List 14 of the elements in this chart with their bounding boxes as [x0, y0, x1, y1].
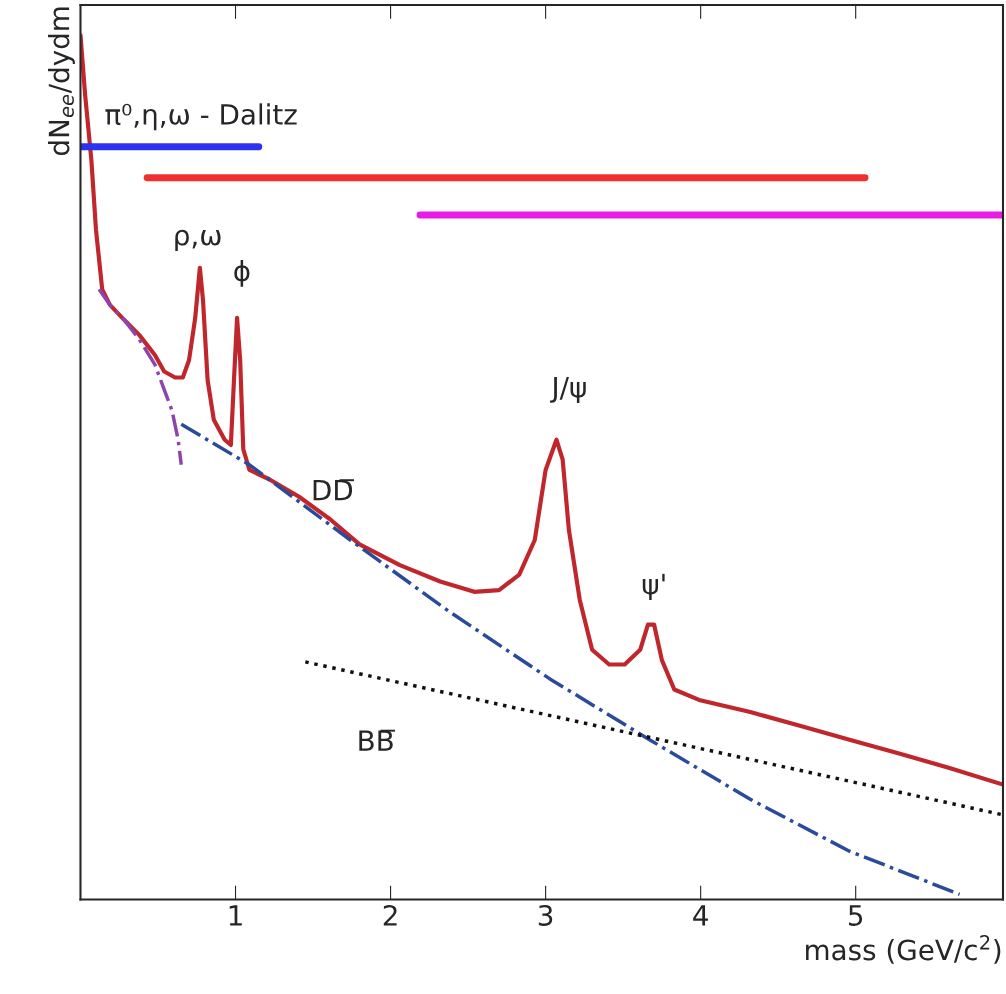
annotation: ψ' — [642, 573, 665, 600]
x-tick-label: 4 — [693, 905, 708, 926]
annotation: BB̅ — [359, 729, 396, 751]
annotation: π⁰,η,ω - Dalitz — [105, 103, 297, 131]
annotation: J/ψ — [550, 377, 586, 404]
y-axis-title: dN$_{ee}$/dydm — [47, 7, 75, 156]
annotation: DD̅ — [313, 479, 354, 501]
annotation: ρ,ω — [175, 229, 221, 251]
annotation: ϕ — [234, 259, 250, 287]
x-tick-label: 2 — [383, 904, 397, 926]
x-tick-label: 1 — [229, 905, 242, 926]
x-axis-title: mass (GeV/c$^{2}$) — [806, 934, 1001, 964]
x-tick-label: 5 — [849, 905, 863, 926]
x-tick-label: 3 — [538, 904, 553, 926]
